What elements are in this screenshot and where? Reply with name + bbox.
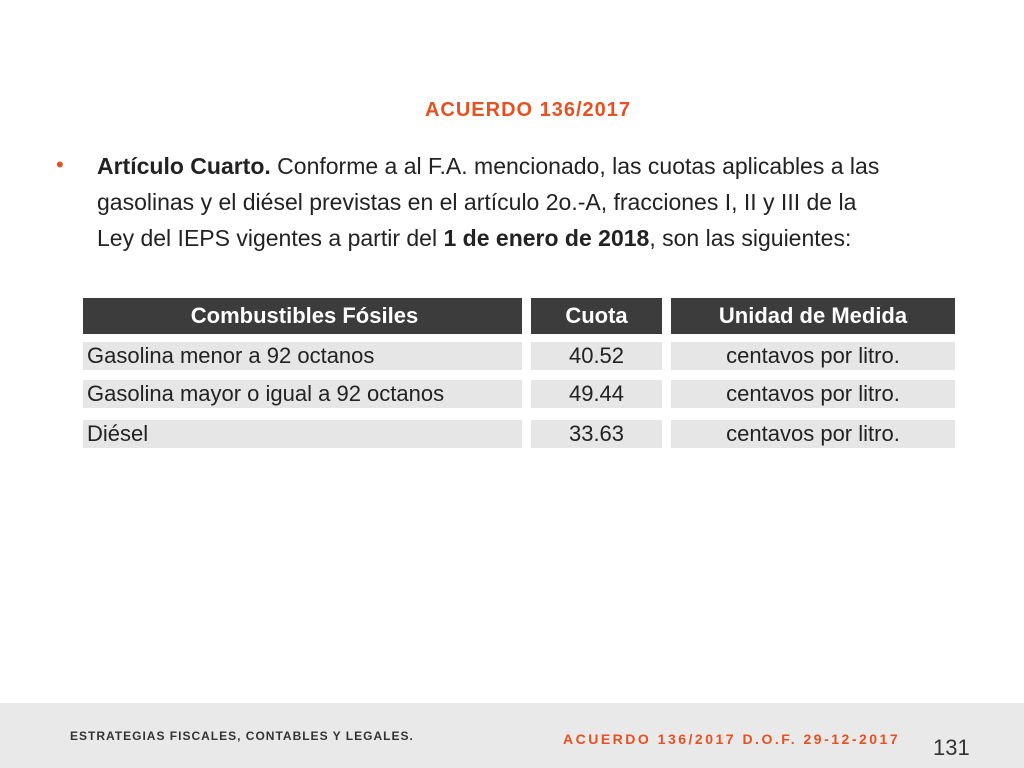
bullet-marker: •: [56, 152, 64, 177]
effective-date: 1 de enero de 2018: [443, 225, 650, 251]
row-3-unit: centavos por litro.: [671, 420, 955, 448]
row-1-fuel: Gasolina menor a 92 octanos: [83, 342, 522, 370]
row-3-fuel: Diésel: [83, 420, 522, 448]
paragraph-line-1: Conforme a al F.A. mencionado, las cuota…: [270, 153, 880, 179]
header-unidad: Unidad de Medida: [671, 298, 955, 334]
header-cuota: Cuota: [531, 298, 662, 334]
paragraph-line-3: Ley del IEPS vigentes a partir del: [97, 225, 444, 251]
footer-company: ESTRATEGIAS FISCALES, CONTABLES Y LEGALE…: [70, 729, 414, 743]
footer-reference: ACUERDO 136/2017 D.O.F. 29-12-2017: [563, 731, 901, 747]
paragraph-line-2: gasolinas y el diésel previstas en el ar…: [97, 189, 857, 215]
row-1-unit: centavos por litro.: [671, 342, 955, 370]
header-combustibles: Combustibles Fósiles: [83, 298, 522, 334]
article-paragraph: Artículo Cuarto. Conforme a al F.A. menc…: [97, 148, 967, 256]
paragraph-line-3-end: , son las siguientes:: [649, 225, 852, 251]
article-lead: Artículo Cuarto.: [97, 153, 271, 179]
row-2-fuel: Gasolina mayor o igual a 92 octanos: [83, 380, 522, 408]
page-number: 131: [933, 735, 970, 760]
row-2-unit: centavos por litro.: [671, 380, 955, 408]
row-3-quota: 33.63: [531, 420, 662, 448]
slide-title: ACUERDO 136/2017: [424, 99, 632, 121]
row-2-quota: 49.44: [531, 380, 662, 408]
footer-bar: ESTRATEGIAS FISCALES, CONTABLES Y LEGALE…: [0, 703, 1024, 768]
row-1-quota: 40.52: [531, 342, 662, 370]
